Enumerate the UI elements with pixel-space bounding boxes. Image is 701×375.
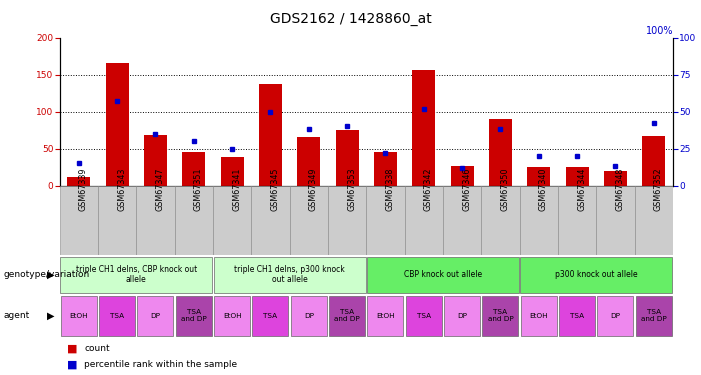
Bar — [634, 186, 673, 255]
Text: ▶: ▶ — [46, 270, 54, 280]
Text: GSM67342: GSM67342 — [424, 167, 433, 211]
Bar — [642, 136, 665, 186]
Bar — [367, 256, 519, 293]
Bar — [214, 256, 365, 293]
Bar — [521, 296, 557, 336]
Text: GSM67346: GSM67346 — [462, 167, 471, 211]
Text: genotype/variation: genotype/variation — [4, 270, 90, 279]
Bar — [297, 138, 320, 186]
Text: GSM67341: GSM67341 — [232, 167, 241, 211]
Text: GSM67351: GSM67351 — [193, 167, 203, 211]
Bar — [61, 296, 97, 336]
Text: EtOH: EtOH — [529, 313, 548, 319]
Bar — [98, 186, 136, 255]
Text: CBP knock out allele: CBP knock out allele — [404, 270, 482, 279]
Text: GSM67345: GSM67345 — [271, 167, 280, 211]
Bar — [604, 171, 627, 186]
Text: DP: DP — [304, 313, 314, 319]
Text: GSM67338: GSM67338 — [386, 167, 395, 211]
Text: DP: DP — [611, 313, 620, 319]
Bar — [482, 186, 519, 255]
Text: triple CH1 delns, p300 knock
out allele: triple CH1 delns, p300 knock out allele — [234, 265, 345, 284]
Bar — [444, 296, 480, 336]
Bar — [214, 296, 250, 336]
Bar — [291, 296, 327, 336]
Text: TSA
and DP: TSA and DP — [641, 309, 667, 322]
Text: triple CH1 delns, CBP knock out
allele: triple CH1 delns, CBP knock out allele — [76, 265, 197, 284]
Bar — [636, 296, 672, 336]
Bar — [558, 186, 597, 255]
Text: agent: agent — [4, 311, 29, 320]
Text: EtOH: EtOH — [223, 313, 241, 319]
Bar — [60, 256, 212, 293]
Text: 100%: 100% — [646, 26, 673, 36]
Text: GSM67348: GSM67348 — [615, 167, 625, 211]
Text: GSM67350: GSM67350 — [501, 167, 510, 211]
Bar — [597, 296, 634, 336]
Bar — [329, 296, 365, 336]
Text: GSM67352: GSM67352 — [654, 167, 662, 211]
Text: TSA: TSA — [110, 313, 124, 319]
Bar — [221, 158, 244, 186]
Bar — [144, 135, 167, 186]
Bar — [259, 84, 282, 186]
Text: TSA
and DP: TSA and DP — [181, 309, 207, 322]
Bar — [367, 296, 404, 336]
Text: EtOH: EtOH — [69, 313, 88, 319]
Bar — [336, 130, 359, 186]
Text: TSA: TSA — [416, 313, 431, 319]
Bar — [520, 256, 672, 293]
Text: TSA: TSA — [570, 313, 584, 319]
Bar — [519, 186, 558, 255]
Bar — [559, 296, 595, 336]
Bar — [566, 167, 589, 186]
Text: ▶: ▶ — [46, 311, 54, 321]
Bar — [252, 296, 288, 336]
Bar — [182, 152, 205, 186]
Text: percentile rank within the sample: percentile rank within the sample — [84, 360, 237, 369]
Bar — [404, 186, 443, 255]
Text: GSM67353: GSM67353 — [347, 167, 356, 211]
Bar — [328, 186, 366, 255]
Text: EtOH: EtOH — [376, 313, 395, 319]
Bar — [213, 186, 251, 255]
Bar — [99, 296, 135, 336]
Text: count: count — [84, 344, 110, 353]
Bar — [443, 186, 482, 255]
Text: TSA
and DP: TSA and DP — [488, 309, 513, 322]
Text: GSM67349: GSM67349 — [308, 167, 318, 211]
Bar — [527, 167, 550, 186]
Text: TSA
and DP: TSA and DP — [334, 309, 360, 322]
Text: GSM67340: GSM67340 — [539, 167, 547, 211]
Text: TSA: TSA — [264, 313, 278, 319]
Text: DP: DP — [457, 313, 467, 319]
Bar — [60, 186, 98, 255]
Bar — [374, 152, 397, 186]
Bar — [406, 296, 442, 336]
Bar — [366, 186, 404, 255]
Text: GSM67344: GSM67344 — [577, 167, 586, 211]
Bar — [290, 186, 328, 255]
Text: GSM67343: GSM67343 — [117, 167, 126, 211]
Text: GSM67339: GSM67339 — [79, 167, 88, 211]
Text: GDS2162 / 1428860_at: GDS2162 / 1428860_at — [270, 12, 431, 26]
Bar — [251, 186, 290, 255]
Bar — [176, 296, 212, 336]
Bar — [136, 186, 175, 255]
Bar — [137, 296, 173, 336]
Text: ■: ■ — [67, 343, 77, 353]
Bar — [175, 186, 213, 255]
Text: ■: ■ — [67, 359, 77, 369]
Text: p300 knock out allele: p300 knock out allele — [555, 270, 638, 279]
Bar — [482, 296, 519, 336]
Bar — [67, 177, 90, 186]
Bar — [597, 186, 634, 255]
Bar — [106, 63, 128, 186]
Text: DP: DP — [151, 313, 161, 319]
Bar — [489, 119, 512, 186]
Bar — [412, 70, 435, 186]
Text: GSM67347: GSM67347 — [156, 167, 165, 211]
Bar — [451, 166, 474, 186]
